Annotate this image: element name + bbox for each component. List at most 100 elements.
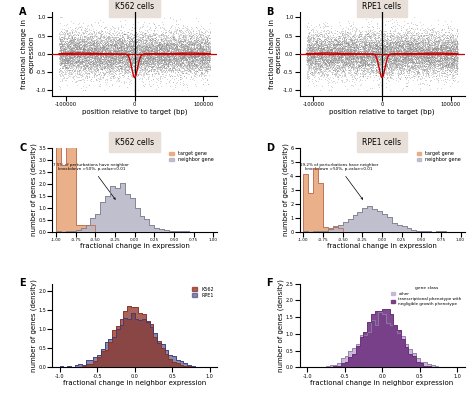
Point bbox=[187, 52, 195, 58]
Point bbox=[135, 62, 142, 69]
Point bbox=[118, 57, 126, 63]
Point bbox=[73, 45, 81, 51]
Point bbox=[391, 41, 398, 47]
Point bbox=[73, 32, 80, 39]
Point bbox=[374, 56, 382, 62]
Point bbox=[160, 49, 168, 55]
Point bbox=[341, 73, 348, 80]
Point bbox=[91, 70, 98, 76]
Point bbox=[437, 52, 445, 58]
Point bbox=[168, 41, 175, 47]
Point bbox=[405, 56, 412, 62]
Point bbox=[136, 47, 143, 53]
Point bbox=[364, 50, 372, 56]
Point bbox=[62, 55, 70, 61]
Point bbox=[91, 37, 98, 43]
Point bbox=[157, 52, 164, 58]
Point bbox=[161, 61, 169, 68]
Point bbox=[383, 43, 390, 50]
Point bbox=[318, 56, 326, 63]
Point bbox=[303, 49, 310, 55]
Point bbox=[76, 56, 83, 62]
Point bbox=[358, 53, 366, 59]
Point bbox=[390, 57, 398, 64]
Point bbox=[189, 46, 197, 53]
Point bbox=[132, 48, 140, 55]
Point bbox=[371, 33, 378, 39]
Point bbox=[164, 46, 172, 52]
Point bbox=[334, 52, 342, 58]
Point bbox=[304, 49, 312, 56]
Point bbox=[319, 41, 326, 48]
Point bbox=[124, 47, 131, 53]
Point bbox=[422, 51, 430, 58]
Point bbox=[110, 47, 118, 54]
Point bbox=[91, 54, 99, 60]
Point bbox=[447, 56, 455, 62]
Point bbox=[173, 42, 180, 48]
Point bbox=[401, 60, 409, 66]
Point bbox=[117, 23, 124, 29]
Point bbox=[330, 55, 338, 61]
Point bbox=[448, 73, 456, 79]
Point bbox=[75, 45, 83, 51]
Point bbox=[83, 45, 91, 51]
Point bbox=[438, 64, 446, 70]
Point bbox=[113, 58, 120, 64]
Point bbox=[131, 40, 139, 47]
Point bbox=[136, 47, 143, 53]
Point bbox=[372, 51, 380, 57]
Point bbox=[105, 66, 112, 73]
Point bbox=[55, 40, 63, 46]
Point bbox=[73, 55, 80, 62]
Point bbox=[434, 79, 441, 85]
Point bbox=[329, 43, 337, 49]
Point bbox=[198, 64, 205, 70]
Point bbox=[124, 62, 131, 68]
Point bbox=[311, 30, 319, 37]
Point bbox=[338, 61, 346, 68]
Point bbox=[65, 37, 73, 43]
Point bbox=[124, 55, 132, 61]
Point bbox=[341, 56, 349, 62]
Point bbox=[205, 42, 213, 48]
Point bbox=[155, 49, 163, 55]
Point bbox=[63, 43, 71, 49]
Point bbox=[445, 62, 452, 68]
Point bbox=[433, 45, 440, 52]
Point bbox=[362, 67, 369, 73]
Point bbox=[329, 69, 337, 75]
Point bbox=[419, 51, 427, 57]
Point bbox=[383, 40, 391, 46]
Point bbox=[397, 62, 405, 68]
Point bbox=[112, 50, 120, 56]
Point bbox=[124, 29, 132, 35]
Point bbox=[402, 26, 410, 33]
Point bbox=[333, 63, 340, 70]
Point bbox=[57, 50, 64, 56]
Point bbox=[146, 53, 154, 59]
Point bbox=[403, 58, 411, 64]
Point bbox=[378, 47, 386, 54]
Point bbox=[387, 36, 394, 43]
Point bbox=[92, 47, 100, 53]
Point bbox=[146, 33, 154, 39]
Point bbox=[454, 47, 461, 54]
Point bbox=[448, 58, 456, 65]
Point bbox=[100, 55, 108, 61]
Point bbox=[305, 72, 312, 79]
Point bbox=[340, 38, 348, 44]
Point bbox=[371, 42, 379, 48]
Point bbox=[71, 41, 79, 47]
Point bbox=[327, 48, 335, 54]
Point bbox=[206, 50, 213, 56]
Point bbox=[166, 53, 173, 59]
Point bbox=[339, 66, 346, 73]
Point bbox=[68, 46, 76, 53]
Point bbox=[340, 32, 347, 38]
Point bbox=[350, 48, 358, 55]
Point bbox=[341, 53, 349, 59]
Point bbox=[366, 42, 374, 48]
Point bbox=[145, 32, 153, 38]
Point bbox=[357, 64, 365, 70]
